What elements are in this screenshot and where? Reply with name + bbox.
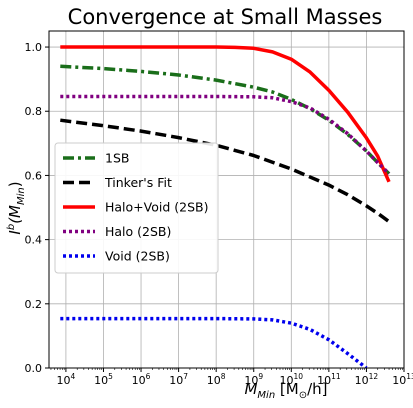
x-tick-label: 105	[94, 372, 113, 387]
legend: 1SB Tinker's Fit Halo+Void (2SB) Halo (2SB)…	[54, 142, 219, 274]
y-tick-label: 1.0	[25, 41, 43, 54]
legend-box	[54, 142, 219, 274]
x-tick-label: 1010	[280, 372, 304, 387]
x-tick-label: 106	[132, 372, 151, 387]
legend-label: Tinker's Fit	[104, 175, 172, 190]
legend-label: Halo+Void (2SB)	[105, 200, 208, 215]
y-tick-label: 0.0	[25, 362, 43, 375]
series-layer	[60, 45, 391, 368]
ticks: 104 105 106 107 108 109 1010 1011 1012 1013 0.0 0.2…	[25, 41, 413, 387]
x-tick-label: 107	[169, 372, 188, 387]
x-axis-label: MMin [M⊙/h]	[244, 380, 327, 401]
legend-label: Halo (2SB)	[105, 224, 171, 239]
x-tick-label: 108	[207, 372, 226, 387]
y-axis-label: Ib(MMin)	[6, 181, 27, 234]
legend-label: 1SB	[105, 151, 129, 166]
chart-title: Convergence at Small Masses	[68, 5, 383, 29]
x-tick-label: 1011	[317, 372, 341, 387]
y-tick-label: 0.6	[25, 169, 43, 182]
series-line-halo-2sb	[60, 94, 391, 176]
series-line-halo-void-2sb	[60, 45, 391, 183]
x-tick-label: 1012	[355, 372, 379, 387]
series-line-1sb	[60, 64, 391, 176]
x-tick-label: 1013	[392, 372, 413, 387]
x-tick-label: 109	[244, 372, 263, 387]
y-tick-label: 0.4	[25, 234, 43, 247]
x-tick-label: 104	[57, 372, 76, 387]
plot-frame	[48, 30, 405, 369]
series-line-void-2sb	[60, 316, 368, 368]
series-line-tinker-s-fit	[60, 118, 391, 224]
y-tick-label: 0.2	[25, 298, 43, 311]
legend-label: Void (2SB)	[105, 249, 170, 264]
y-tick-label: 0.8	[25, 105, 43, 118]
